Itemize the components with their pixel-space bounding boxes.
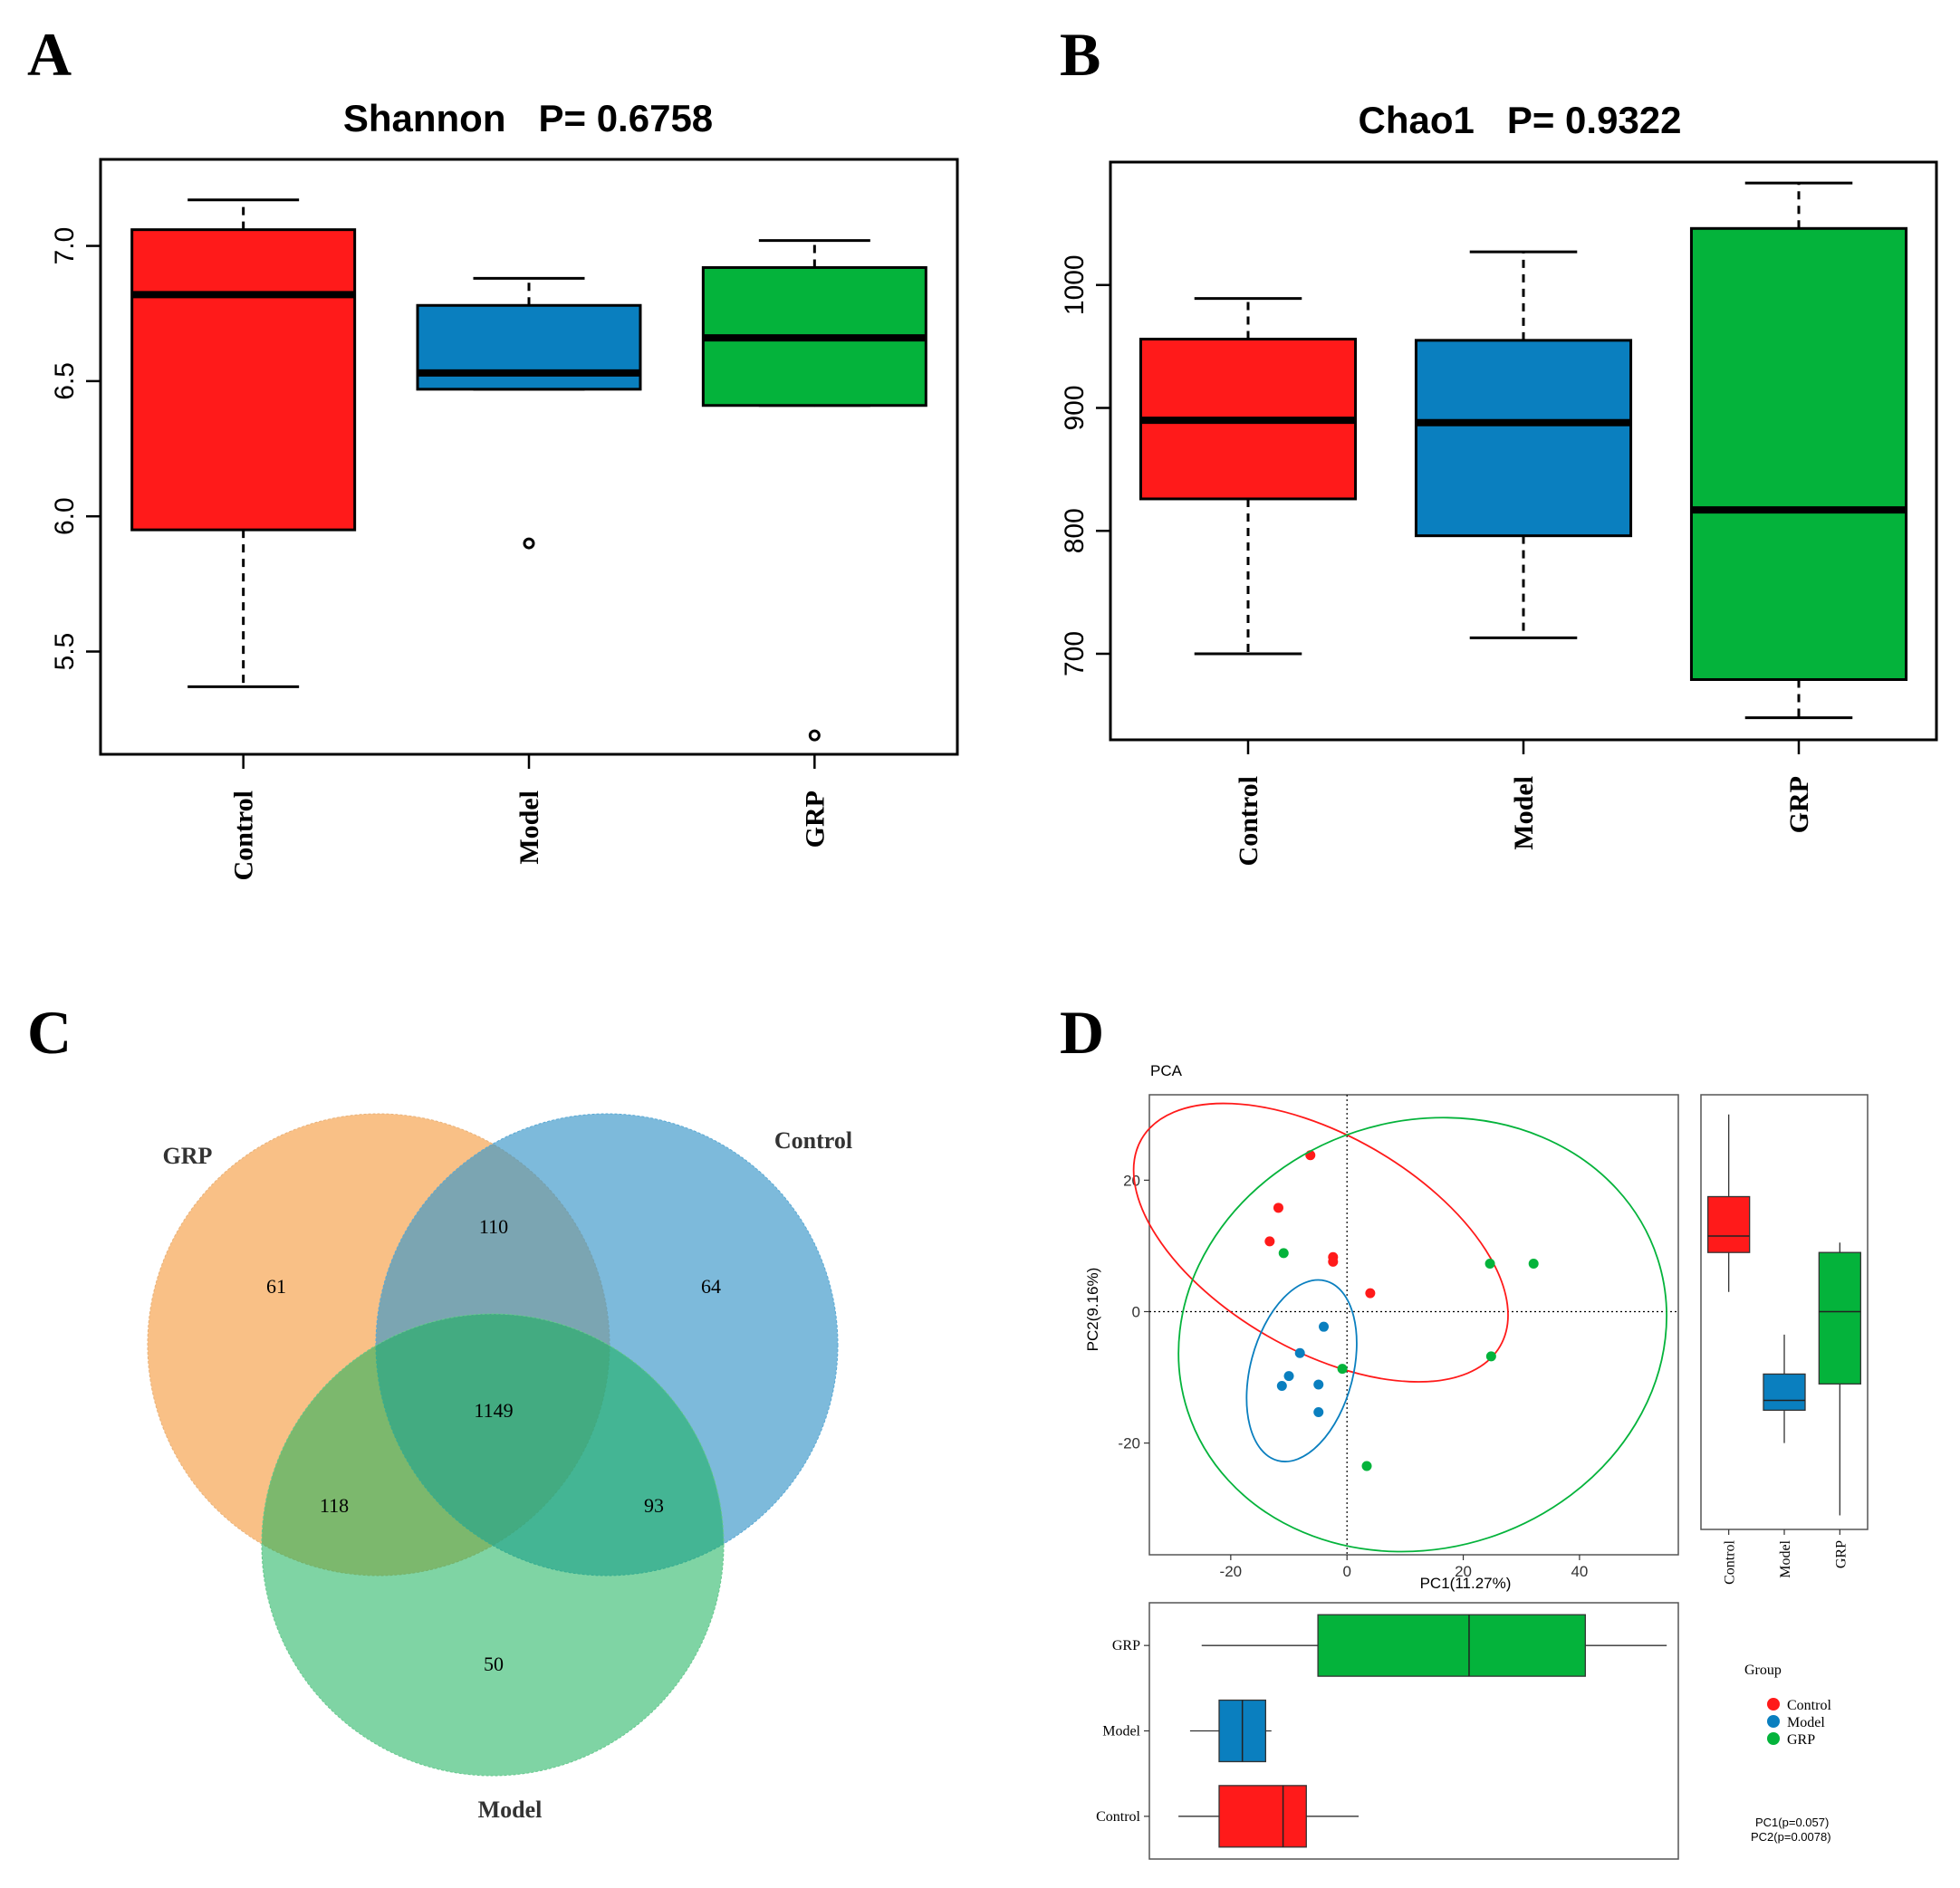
box-grp [1689, 226, 1908, 681]
pca-frame [1148, 1094, 1679, 1556]
x-tick-label-model: Model [1509, 776, 1539, 850]
legend-key-model [1767, 1715, 1780, 1728]
x-tick-label-grp: GRP [1784, 776, 1814, 833]
pca-point-grp [1278, 1248, 1289, 1259]
pca-ellipse-grp [1177, 1117, 1667, 1553]
pca-point-control [1328, 1256, 1339, 1267]
panel-label-b: B [1060, 20, 1100, 89]
pc1-box-control [1218, 1785, 1307, 1848]
panel-label-c: C [27, 998, 72, 1067]
chao1-boxplot: 700 800 900 1000 Control Model GRP [1060, 160, 1938, 866]
x-tick-label-model: Model [514, 791, 544, 865]
venn-circle-model [261, 1313, 725, 1777]
pca-x-tick-label: 20 [1455, 1563, 1472, 1580]
x-tick-label-grp: GRP [800, 791, 830, 848]
pca-point-model [1294, 1347, 1305, 1358]
legend-key-grp [1767, 1732, 1780, 1745]
venn-count-all: 1149 [474, 1399, 513, 1422]
venn-diagram: GRP Control Model 61 110 64 1149 118 93 … [147, 1113, 852, 1823]
pc1-box-grp [1317, 1614, 1586, 1677]
pc2-pvalue: PC2(p=0.0078) [1751, 1830, 1831, 1844]
legend-label-control: Control [1787, 1698, 1831, 1713]
pca-point-grp [1337, 1364, 1348, 1375]
y-tick-label: 6.5 [50, 362, 80, 400]
pc2-box-model [1763, 1373, 1806, 1411]
pca-scatter: -20 0 20 40 -20 0 20 [1118, 1094, 1679, 1580]
legend-label-model: Model [1787, 1715, 1825, 1730]
chao1-title: Chao1 P= 0.9322 [1358, 99, 1681, 141]
x-tick-label-control: Control [1234, 776, 1263, 866]
venn-label-control: Control [774, 1127, 852, 1154]
shannon-boxplot: 5.5 6.0 6.5 7.0 Control Model GRP [50, 158, 959, 880]
shannon-title-p: P= 0.6758 [538, 97, 713, 139]
y-tick-label: 5.5 [50, 633, 80, 671]
pca-pc1-boxplot: GRP Model Control [1096, 1602, 1679, 1860]
chao1-title-metric: Chao1 [1358, 99, 1474, 141]
y-tick-label: 1000 [1060, 254, 1090, 315]
pc2-x-tick-label-grp: GRP [1833, 1540, 1849, 1568]
y-tick-label: 7.0 [50, 227, 80, 265]
pca-point-control [1264, 1236, 1275, 1247]
y-tick-label: 900 [1060, 385, 1090, 430]
pca-pc2-boxplot: Control Model GRP [1700, 1094, 1869, 1585]
box-control [130, 228, 357, 532]
pca-point-model [1313, 1407, 1324, 1418]
pca-y-tick-label: 20 [1123, 1172, 1140, 1189]
pca-point-model [1313, 1379, 1324, 1390]
pc2-box-grp [1818, 1251, 1861, 1385]
venn-count-control-model: 93 [644, 1494, 664, 1517]
shannon-title-metric: Shannon [343, 97, 506, 139]
venn-count-model-only: 50 [484, 1653, 504, 1675]
pca-xlabel: PC1(11.27%) [1420, 1575, 1512, 1592]
pc1-y-tick-label-control: Control [1096, 1809, 1140, 1825]
pca-y-tick-label: -20 [1118, 1435, 1140, 1452]
venn-count-grp-only: 61 [266, 1275, 286, 1298]
pca-point-grp [1528, 1259, 1539, 1270]
pc2-x-tick-label-model: Model [1778, 1539, 1793, 1577]
pca-ellipse-control [1132, 1102, 1509, 1383]
venn-count-grp-control: 110 [479, 1215, 508, 1238]
box-model [416, 303, 642, 391]
y-tick-label: 6.0 [50, 497, 80, 535]
venn-count-grp-model: 118 [320, 1494, 349, 1517]
pca-point-grp [1485, 1351, 1496, 1362]
pc2-box-control [1707, 1195, 1751, 1253]
pca-point-model [1319, 1321, 1330, 1332]
box-model [1414, 339, 1633, 538]
venn-count-control-only: 64 [701, 1275, 721, 1298]
pca-x-tick-label: 0 [1342, 1563, 1350, 1580]
x-tick-label-control: Control [229, 791, 259, 880]
pca-point-control [1273, 1203, 1283, 1213]
chao1-title-p: P= 0.9322 [1507, 99, 1682, 141]
venn-label-grp: GRP [163, 1143, 213, 1169]
pca-x-tick-label: 40 [1571, 1563, 1588, 1580]
pca-y-tick-label: 0 [1132, 1303, 1140, 1320]
outlier-model [523, 537, 535, 550]
pca-legend: Group Control Model GRP [1744, 1663, 1831, 1748]
outlier-grp [808, 729, 821, 742]
pc1-y-tick-label-grp: GRP [1112, 1638, 1140, 1653]
panel-label-d: D [1060, 998, 1104, 1067]
pca-point-grp [1361, 1461, 1372, 1471]
pca-point-grp [1484, 1259, 1495, 1270]
shannon-title: Shannon P= 0.6758 [343, 97, 713, 139]
pc1-pvalue: PC1(p=0.057) [1755, 1816, 1829, 1829]
pca-title: PCA [1150, 1062, 1183, 1079]
y-tick-label: 800 [1060, 508, 1090, 553]
pca-point-model [1276, 1380, 1287, 1391]
pca-x-tick-label: -20 [1220, 1563, 1243, 1580]
legend-label-grp: GRP [1787, 1732, 1815, 1748]
venn-label-model: Model [478, 1797, 543, 1823]
pca-point-model [1283, 1371, 1294, 1382]
pca-point-control [1365, 1288, 1376, 1299]
legend-title: Group [1744, 1663, 1782, 1678]
panel-label-a: A [27, 20, 72, 89]
pc2-x-tick-label-control: Control [1723, 1539, 1738, 1584]
pca-ylabel: PC2(9.16%) [1084, 1268, 1101, 1352]
pca-ellipse-model [1245, 1279, 1358, 1462]
legend-key-control [1767, 1698, 1780, 1711]
pc1-y-tick-label-model: Model [1102, 1724, 1140, 1739]
y-tick-label: 700 [1060, 631, 1090, 676]
